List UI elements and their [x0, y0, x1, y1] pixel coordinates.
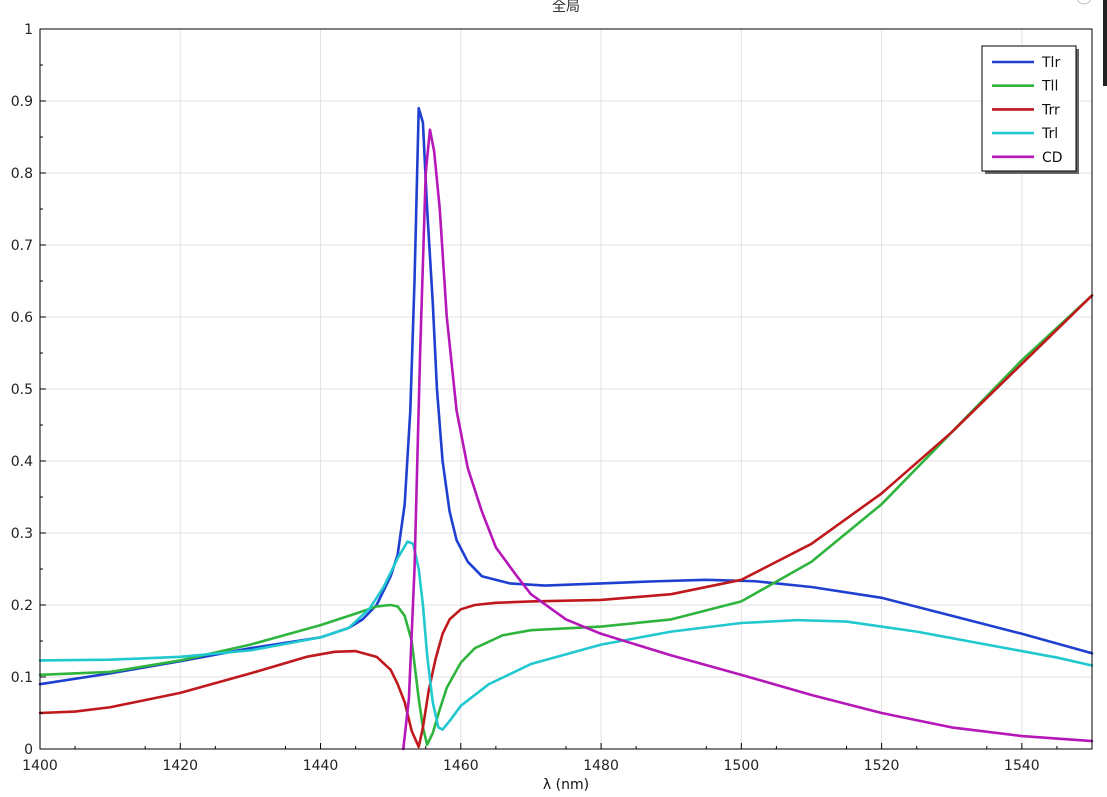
- x-tick-label: 1480: [583, 758, 619, 774]
- y-tick-label: 0.4: [11, 454, 33, 470]
- x-tick-label: 1440: [303, 758, 339, 774]
- x-tick-label: 1500: [724, 758, 760, 774]
- series-group: [38, 106, 1094, 751]
- legend-label: Tll: [1041, 79, 1058, 95]
- series-line-tll: [38, 294, 1094, 746]
- x-axis-ticks: 1400 1420 1440 1460 1480 1500 1520 1540: [22, 743, 1058, 774]
- y-tick-label: 0: [24, 742, 33, 758]
- legend-label: Trl: [1041, 126, 1058, 142]
- series-line-tlr: [38, 106, 1094, 686]
- y-tick-label: 0.7: [11, 238, 33, 254]
- y-tick-label: 0.8: [11, 166, 33, 182]
- corner-indicator-icon: [1077, 0, 1091, 5]
- x-tick-label: 1400: [22, 758, 58, 774]
- series-line-cd: [401, 128, 1094, 751]
- y-tick-label: 0.1: [11, 670, 33, 686]
- vertical-scroll-indicator[interactable]: [1103, 0, 1107, 86]
- legend-label: CD: [1042, 150, 1063, 166]
- chart-title: 全局: [552, 0, 580, 15]
- x-tick-label: 1520: [864, 758, 900, 774]
- series-line-trl: [38, 540, 1094, 731]
- x-tick-label: 1540: [1004, 758, 1040, 774]
- legend-label: Trr: [1041, 102, 1060, 118]
- legend: Tlr Tll Trr Trl CD: [981, 45, 1079, 174]
- y-tick-label: 0.2: [11, 598, 33, 614]
- y-tick-label: 0.3: [11, 526, 33, 542]
- x-tick-label: 1460: [443, 758, 479, 774]
- y-tick-label: 0.6: [11, 310, 33, 326]
- x-tick-label: 1420: [162, 758, 198, 774]
- y-tick-label: 1: [24, 22, 33, 38]
- y-tick-label: 0.5: [11, 382, 33, 398]
- legend-label: Tlr: [1041, 55, 1060, 71]
- x-axis-title: λ (nm): [543, 777, 589, 793]
- y-tick-label: 0.9: [11, 94, 33, 110]
- y-axis-ticks: 0 0.1 0.2 0.3 0.4 0.5 0.6 0.7 0.8 0.9 1: [11, 22, 46, 758]
- series-line-trr: [38, 294, 1094, 749]
